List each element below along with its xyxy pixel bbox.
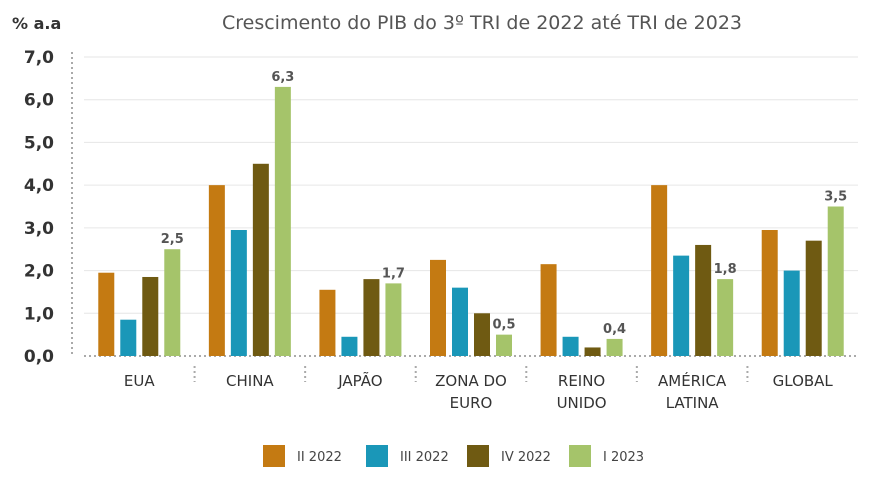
data-labels: 2,5 6,3 1,7 0,5 0,4 1,8 3,5 [161,70,847,337]
x-category-label: CHINA [226,372,274,390]
bar-iv-2022 [363,279,380,356]
bar-iii-2022 [230,229,247,356]
legend-swatch [366,445,388,467]
bar-iv-2022 [805,240,822,356]
legend-label: IV 2022 [501,450,551,465]
bar-iv-2022 [252,163,269,356]
bar-iv-2022 [584,347,601,356]
legend-swatch [263,445,285,467]
legend-label: I 2023 [603,450,644,465]
bar-iii-2022 [120,319,137,356]
bar-iv-2022 [142,276,159,356]
y-tick-label: 5,0 [24,133,54,153]
x-category-label: JAPÃO [337,371,382,390]
y-tick-label: 7,0 [24,48,54,68]
bar-ii-2022 [319,289,336,356]
bar-iii-2022 [562,336,579,356]
bar-i-2023 [496,334,512,356]
bar-ii-2022 [651,185,668,356]
x-category-label: ZONA DO [435,372,507,390]
bar-ii-2022 [98,272,115,356]
bar-ii-2022 [208,185,225,356]
data-label: 1,7 [382,266,405,281]
bar-i-2023 [164,249,181,356]
bar-ii-2022 [761,229,778,356]
bar-iii-2022 [783,270,800,356]
x-axis-categories: EUA CHINA JAPÃO ZONA DO EURO REINO UNIDO AMÉRIC… [124,366,834,412]
y-axis-ticks: 0,0 1,0 2,0 3,0 4,0 5,0 6,0 7,0 [24,48,54,367]
data-label: 6,3 [271,70,294,85]
data-label: 0,5 [492,318,515,333]
bar-iv-2022 [695,244,712,356]
y-tick-label: 6,0 [24,91,54,111]
data-label: 3,5 [824,190,847,205]
bar-iii-2022 [341,336,358,356]
y-tick-label: 2,0 [24,262,54,282]
bar-series [98,86,844,357]
data-label: 0,4 [603,322,626,337]
legend-label: II 2022 [297,450,342,465]
bar-i-2023 [717,279,734,356]
bar-i-2023 [606,338,623,356]
legend-swatch [569,445,591,467]
bar-iii-2022 [673,255,690,356]
x-category-label: LATINA [666,394,720,412]
x-category-label: UNIDO [557,394,607,412]
y-tick-label: 0,0 [24,347,54,367]
y-tick-label: 3,0 [24,219,54,239]
legend-swatch [467,445,489,467]
bar-ii-2022 [540,264,557,356]
x-category-label: EURO [450,394,493,412]
data-label: 1,8 [714,262,737,277]
y-axis-unit-label: % a.a [12,14,61,33]
bar-i-2023 [385,283,402,356]
y-tick-label: 4,0 [24,176,54,196]
y-tick-label: 1,0 [24,304,54,324]
bar-i-2023 [827,206,844,356]
legend: II 2022 III 2022 IV 2022 I 2023 [263,445,644,467]
bar-iii-2022 [452,287,468,356]
data-label: 2,5 [161,232,184,247]
x-category-label: REINO [558,372,605,390]
bar-i-2023 [274,86,291,357]
x-category-label: AMÉRICA [658,371,727,390]
x-category-label: EUA [124,372,155,390]
chart-title: Crescimento do PIB do 3º TRI de 2022 até… [222,12,742,34]
bar-ii-2022 [430,259,446,356]
x-category-label: GLOBAL [773,372,834,390]
legend-label: III 2022 [400,450,449,465]
bar-iv-2022 [474,313,490,356]
